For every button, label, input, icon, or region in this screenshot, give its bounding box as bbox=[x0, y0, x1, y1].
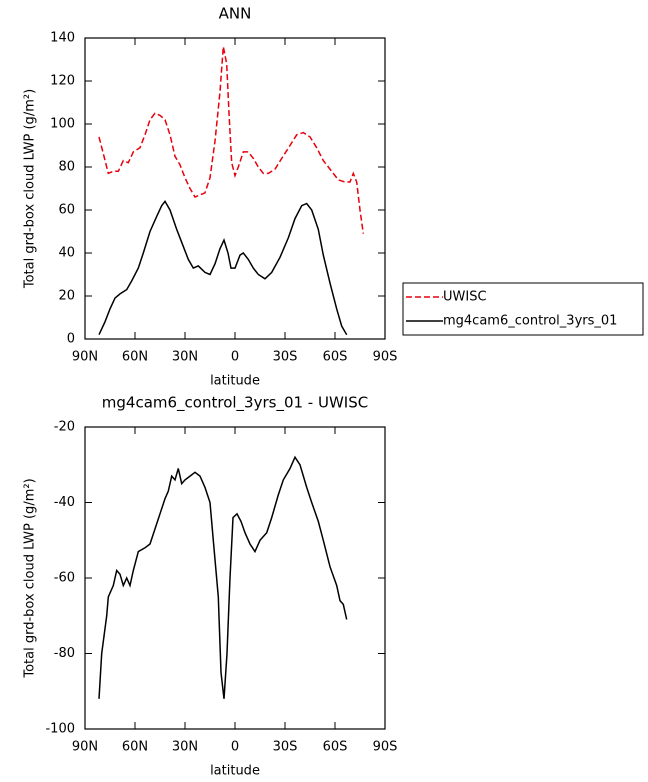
chart-title: mg4cam6_control_3yrs_01 - UWISC bbox=[102, 394, 368, 413]
legend-label: mg4cam6_control_3yrs_01 bbox=[443, 314, 617, 329]
x-tick-label: 60N bbox=[122, 740, 148, 755]
y-axis-label: Total grd-box cloud LWP (g/m²) bbox=[23, 478, 38, 678]
plot-frame bbox=[84, 426, 386, 730]
y-tick-label: -20 bbox=[54, 420, 75, 435]
y-tick-label: 120 bbox=[50, 74, 75, 89]
x-tick-label: 90S bbox=[373, 350, 398, 365]
y-tick-label: -100 bbox=[45, 722, 75, 737]
x-tick-label: 90S bbox=[373, 740, 398, 755]
y-tick-label: 100 bbox=[50, 117, 75, 132]
y-tick-label: 20 bbox=[58, 289, 75, 304]
y-tick-label: -80 bbox=[54, 646, 75, 661]
x-tick-label: 60S bbox=[323, 350, 348, 365]
y-tick-label: 40 bbox=[58, 246, 75, 261]
legend-box bbox=[402, 282, 644, 336]
x-tick-label: 0 bbox=[231, 740, 239, 755]
data-line bbox=[98, 455, 348, 699]
x-tick-label: 30S bbox=[273, 740, 298, 755]
x-tick-label: 60S bbox=[323, 740, 348, 755]
y-tick-label: 80 bbox=[58, 160, 75, 175]
y-tick-label: 0 bbox=[67, 332, 75, 347]
y-tick-label: -40 bbox=[54, 495, 75, 510]
x-tick-label: 60N bbox=[122, 350, 148, 365]
x-tick-label: 90N bbox=[72, 350, 98, 365]
x-tick-label: 90N bbox=[72, 740, 98, 755]
y-tick-label: 60 bbox=[58, 203, 75, 218]
x-axis-label: latitude bbox=[210, 374, 260, 389]
x-tick-label: 0 bbox=[231, 350, 239, 365]
data-line bbox=[98, 200, 348, 336]
x-tick-label: 30N bbox=[172, 350, 198, 365]
legend-label: UWISC bbox=[443, 290, 487, 305]
chart-title: ANN bbox=[219, 5, 252, 23]
x-tick-label: 30N bbox=[172, 740, 198, 755]
y-axis-label: Total grd-box cloud LWP (g/m²) bbox=[23, 89, 38, 289]
x-axis-label: latitude bbox=[210, 764, 260, 779]
y-tick-label: -60 bbox=[54, 571, 75, 586]
plot-frame bbox=[84, 37, 386, 340]
x-tick-label: 30S bbox=[273, 350, 298, 365]
data-line bbox=[98, 46, 365, 234]
y-tick-label: 140 bbox=[50, 31, 75, 46]
